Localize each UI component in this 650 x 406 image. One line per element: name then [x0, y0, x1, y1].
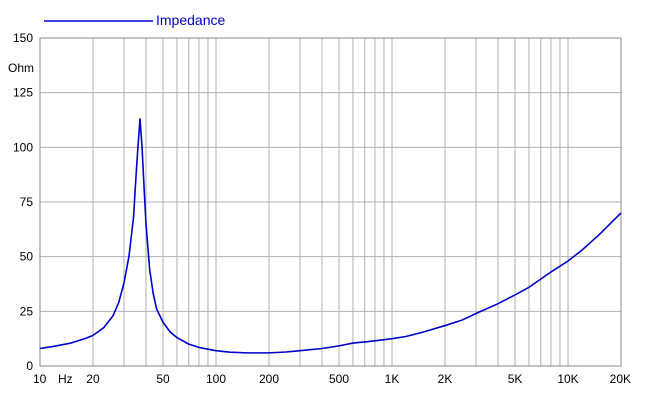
x-tick-label: 10	[33, 372, 47, 386]
x-tick-labels: 10 20 50 100 200 500 1K 2K 5K 10K 20K	[33, 372, 631, 386]
y-tick-label: 75	[20, 195, 34, 209]
series-line-impedance	[39, 118, 622, 354]
series-group	[39, 118, 622, 354]
plot-frame	[39, 37, 622, 367]
x-tick-label: 20K	[610, 372, 631, 386]
x-axis-label: Hz	[58, 372, 73, 386]
x-tick-label: 500	[329, 372, 349, 386]
y-tick-label: 125	[13, 86, 33, 100]
y-tick-label: 50	[20, 250, 34, 264]
y-tick-label: 150	[13, 31, 33, 45]
legend-label-impedance: Impedance	[156, 12, 225, 28]
y-tick-labels: 0 25 50 75 100 125 150	[13, 31, 33, 373]
y-axis-label: Ohm	[8, 61, 34, 75]
horizontal-grid	[40, 92, 621, 312]
y-tick-label: 0	[26, 359, 33, 373]
x-tick-label: 20	[86, 372, 100, 386]
x-tick-label: 100	[206, 372, 226, 386]
x-tick-label: 1K	[385, 372, 400, 386]
x-tick-label: 200	[259, 372, 279, 386]
y-tick-label: 25	[20, 304, 34, 318]
x-tick-label: 5K	[508, 372, 523, 386]
x-tick-label: 50	[156, 372, 170, 386]
legend: Impedance	[44, 12, 225, 28]
x-tick-label: 10K	[557, 372, 578, 386]
y-tick-label: 100	[13, 140, 33, 154]
x-tick-label: 2K	[438, 372, 453, 386]
